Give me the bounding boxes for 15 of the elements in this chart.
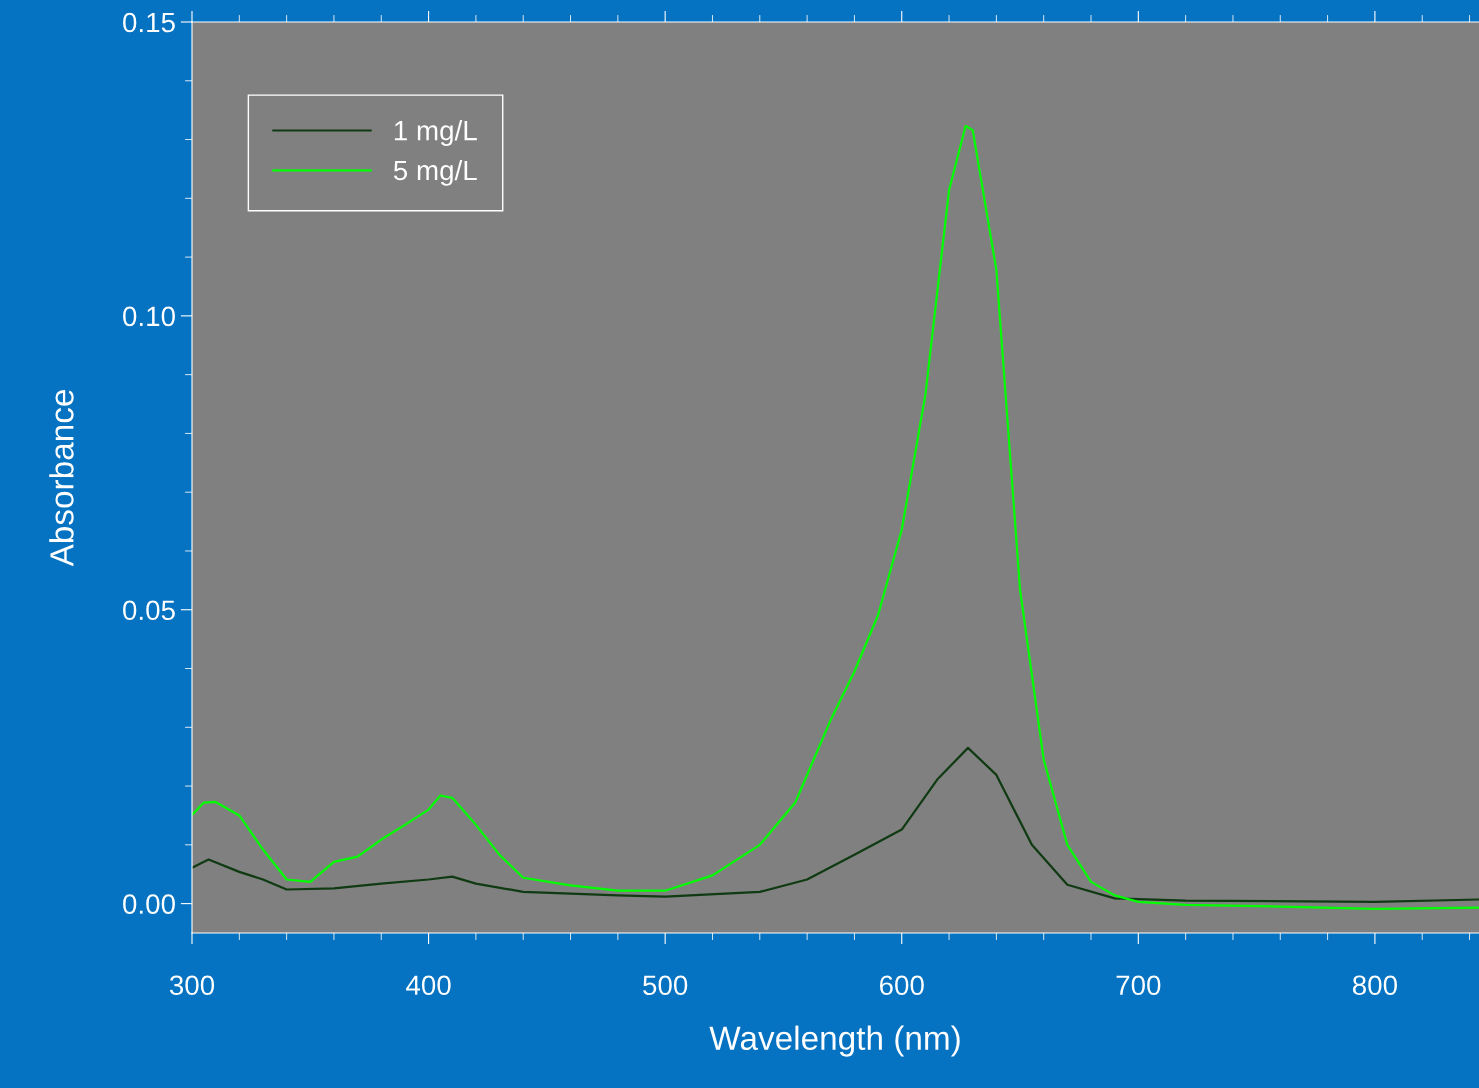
x-axis-title: Wavelength (nm) [709,1025,960,1057]
y-tick-label: 0.10 [123,306,175,327]
y-tick-label: 0.00 [123,894,175,914]
x-tick-label: 700 [1116,975,1161,996]
x-tick-label: 600 [879,975,924,996]
x-tick-label: 300 [169,975,215,996]
x-tick-label: 800 [1352,975,1397,996]
x-tick-label: 400 [406,975,451,996]
y-axis-title: Absorbance [49,390,74,567]
legend-label: 1 mg/L [394,120,477,146]
y-tick-label: 0.15 [123,12,175,33]
legend-label: 5 mg/L [393,159,477,186]
line-series [192,746,1479,903]
y-tick-label: 0.05 [123,600,175,621]
x-tick-label: 500 [643,975,688,996]
